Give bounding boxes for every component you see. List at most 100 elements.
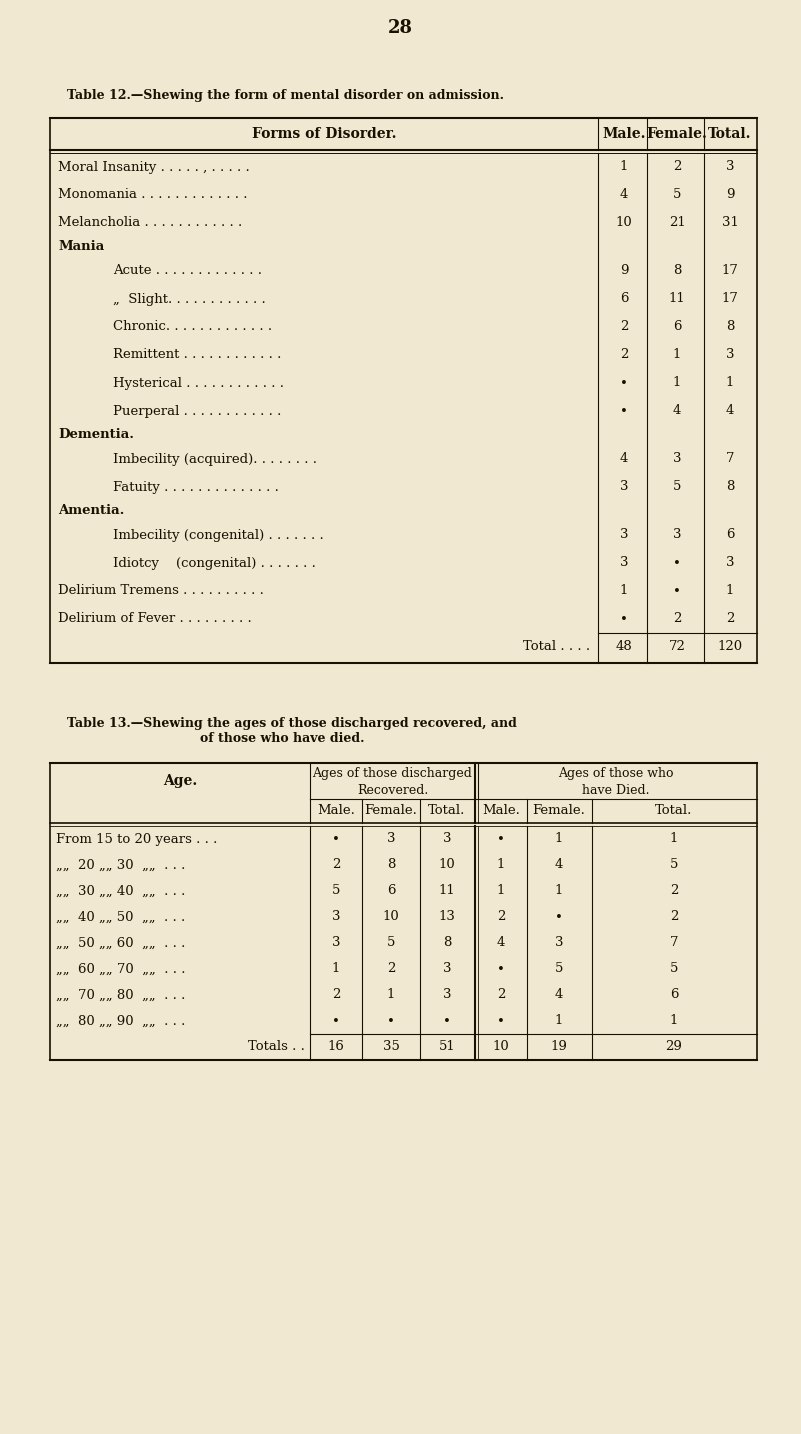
Text: have Died.: have Died. (582, 783, 650, 796)
Text: 3: 3 (726, 161, 735, 174)
Text: Mania: Mania (58, 241, 104, 254)
Text: Amentia.: Amentia. (58, 505, 124, 518)
Text: 2: 2 (670, 885, 678, 898)
Text: 11: 11 (669, 293, 686, 305)
Text: 1: 1 (555, 1014, 563, 1028)
Text: 51: 51 (439, 1041, 456, 1054)
Text: „„  70 „„ 80  „„  . . .: „„ 70 „„ 80 „„ . . . (56, 988, 185, 1001)
Text: 1: 1 (620, 161, 628, 174)
Text: 6: 6 (620, 293, 628, 305)
Text: 5: 5 (670, 962, 678, 975)
Text: 2: 2 (497, 911, 505, 923)
Text: 3: 3 (620, 529, 628, 542)
Text: Forms of Disorder.: Forms of Disorder. (252, 128, 396, 141)
Text: 5: 5 (387, 936, 395, 949)
Text: 4: 4 (620, 453, 628, 466)
Text: •: • (387, 1014, 395, 1028)
Text: Totals . .: Totals . . (248, 1041, 305, 1054)
Text: 1: 1 (670, 833, 678, 846)
Text: 19: 19 (550, 1041, 567, 1054)
Text: Female.: Female. (364, 804, 417, 817)
Text: •: • (673, 585, 681, 598)
Text: •: • (332, 1014, 340, 1028)
Text: 2: 2 (670, 911, 678, 923)
Text: 5: 5 (670, 859, 678, 872)
Text: 2: 2 (332, 988, 340, 1001)
Text: 48: 48 (616, 641, 632, 654)
Text: 8: 8 (387, 859, 395, 872)
Text: 11: 11 (439, 885, 456, 898)
Text: •: • (497, 833, 505, 846)
Text: 3: 3 (673, 453, 681, 466)
Text: 1: 1 (726, 585, 735, 598)
Text: „„  20 „„ 30  „„  . . .: „„ 20 „„ 30 „„ . . . (56, 859, 185, 872)
Text: 120: 120 (718, 641, 743, 654)
Text: 1: 1 (332, 962, 340, 975)
Text: •: • (443, 1014, 451, 1028)
Text: 1: 1 (673, 348, 681, 361)
Text: 2: 2 (726, 612, 735, 625)
Text: 1: 1 (673, 377, 681, 390)
Text: Total.: Total. (429, 804, 465, 817)
Text: 72: 72 (669, 641, 686, 654)
Text: Puerperal . . . . . . . . . . . .: Puerperal . . . . . . . . . . . . (113, 404, 281, 417)
Text: 3: 3 (443, 833, 451, 846)
Text: Table 13.—Shewing the ages of those discharged recovered, and: Table 13.—Shewing the ages of those disc… (67, 717, 517, 730)
Text: 3: 3 (726, 556, 735, 569)
Text: Total.: Total. (655, 804, 693, 817)
Text: 5: 5 (673, 480, 681, 493)
Text: Table 12.—Shewing the form of mental disorder on admission.: Table 12.—Shewing the form of mental dis… (67, 89, 504, 102)
Text: From 15 to 20 years . . .: From 15 to 20 years . . . (56, 833, 217, 846)
Text: Fatuity . . . . . . . . . . . . . .: Fatuity . . . . . . . . . . . . . . (113, 480, 279, 493)
Text: 4: 4 (620, 188, 628, 202)
Text: Acute . . . . . . . . . . . . .: Acute . . . . . . . . . . . . . (113, 264, 262, 278)
Text: 8: 8 (726, 480, 735, 493)
Text: •: • (620, 377, 628, 390)
Text: Recovered.: Recovered. (357, 783, 428, 796)
Text: •: • (332, 833, 340, 846)
Text: 1: 1 (497, 885, 505, 898)
Text: Delirium Tremens . . . . . . . . . .: Delirium Tremens . . . . . . . . . . (58, 585, 264, 598)
Text: 3: 3 (443, 988, 451, 1001)
Text: 2: 2 (497, 988, 505, 1001)
Text: 2: 2 (673, 161, 681, 174)
Text: 3: 3 (555, 936, 563, 949)
Text: 8: 8 (726, 321, 735, 334)
Text: Female.: Female. (646, 128, 707, 141)
Text: 17: 17 (722, 293, 739, 305)
Text: •: • (497, 962, 505, 975)
Text: „„  30 „„ 40  „„  . . .: „„ 30 „„ 40 „„ . . . (56, 885, 185, 898)
Text: 1: 1 (726, 377, 735, 390)
Text: 2: 2 (387, 962, 395, 975)
Text: 6: 6 (726, 529, 735, 542)
Text: „  Slight. . . . . . . . . . . .: „ Slight. . . . . . . . . . . . (113, 293, 266, 305)
Text: Dementia.: Dementia. (58, 429, 134, 442)
Text: 5: 5 (332, 885, 340, 898)
Text: 6: 6 (673, 321, 681, 334)
Text: 35: 35 (383, 1041, 400, 1054)
Text: 13: 13 (439, 911, 456, 923)
Text: 9: 9 (726, 188, 735, 202)
Text: •: • (497, 1014, 505, 1028)
Text: Hysterical . . . . . . . . . . . .: Hysterical . . . . . . . . . . . . (113, 377, 284, 390)
Text: 3: 3 (726, 348, 735, 361)
Text: 10: 10 (493, 1041, 509, 1054)
Text: Idiotcy    (congenital) . . . . . . .: Idiotcy (congenital) . . . . . . . (113, 556, 316, 569)
Text: Imbecility (congenital) . . . . . . .: Imbecility (congenital) . . . . . . . (113, 529, 324, 542)
Text: „„  40 „„ 50  „„  . . .: „„ 40 „„ 50 „„ . . . (56, 911, 185, 923)
Text: 1: 1 (497, 859, 505, 872)
Text: 31: 31 (722, 217, 739, 229)
Text: Moral Insanity . . . . . , . . . . .: Moral Insanity . . . . . , . . . . . (58, 161, 250, 174)
Text: 5: 5 (555, 962, 563, 975)
Text: Male.: Male. (482, 804, 520, 817)
Text: Monomania . . . . . . . . . . . . .: Monomania . . . . . . . . . . . . . (58, 188, 248, 202)
Text: •: • (555, 911, 563, 923)
Text: 7: 7 (726, 453, 735, 466)
Text: Total . . . .: Total . . . . (523, 641, 590, 654)
Text: 1: 1 (620, 585, 628, 598)
Text: „„  80 „„ 90  „„  . . .: „„ 80 „„ 90 „„ . . . (56, 1014, 185, 1028)
Text: 21: 21 (669, 217, 686, 229)
Text: 4: 4 (555, 988, 563, 1001)
Text: 3: 3 (620, 556, 628, 569)
Text: 4: 4 (555, 859, 563, 872)
